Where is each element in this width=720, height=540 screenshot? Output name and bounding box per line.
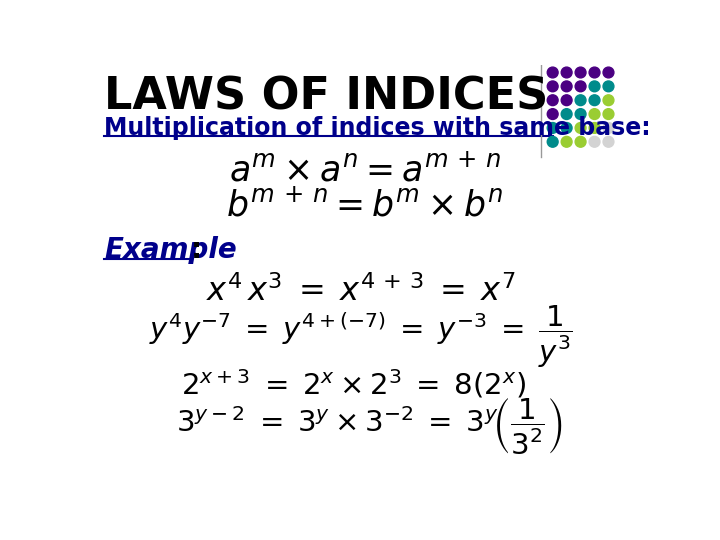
Circle shape	[589, 67, 600, 78]
Text: $3^{y-2}\;=\;3^y \times 3^{-2}\;=\;3^y\!\left(\dfrac{1}{3^2}\right)$: $3^{y-2}\;=\;3^y \times 3^{-2}\;=\;3^y\!…	[176, 397, 562, 457]
Circle shape	[547, 123, 558, 133]
Circle shape	[603, 67, 614, 78]
Circle shape	[547, 95, 558, 106]
Circle shape	[575, 109, 586, 119]
Circle shape	[547, 109, 558, 119]
Circle shape	[561, 137, 572, 147]
Circle shape	[575, 67, 586, 78]
Circle shape	[561, 81, 572, 92]
Text: Example: Example	[104, 235, 237, 264]
Circle shape	[575, 81, 586, 92]
Circle shape	[603, 95, 614, 106]
Circle shape	[603, 81, 614, 92]
Circle shape	[603, 137, 614, 147]
Circle shape	[589, 109, 600, 119]
Text: $a^m \times a^n = a^{m\,+\,n}$: $a^m \times a^n = a^{m\,+\,n}$	[229, 154, 501, 188]
Circle shape	[603, 109, 614, 119]
Circle shape	[589, 95, 600, 106]
Text: $b^{m\,+\,n} = b^m \times b^n$: $b^{m\,+\,n} = b^m \times b^n$	[226, 188, 504, 223]
Text: Multiplication of indices with same base:: Multiplication of indices with same base…	[104, 116, 651, 140]
Circle shape	[561, 109, 572, 119]
Circle shape	[589, 81, 600, 92]
Circle shape	[561, 123, 572, 133]
Circle shape	[589, 123, 600, 133]
Circle shape	[603, 123, 614, 133]
Circle shape	[575, 95, 586, 106]
Text: $x^4\,x^3\;=\;x^{4\,+\,3}\;=\;x^7$: $x^4\,x^3\;=\;x^{4\,+\,3}\;=\;x^7$	[207, 275, 516, 308]
Circle shape	[589, 137, 600, 147]
Circle shape	[547, 137, 558, 147]
Text: :: :	[191, 235, 202, 264]
Circle shape	[575, 123, 586, 133]
Circle shape	[561, 95, 572, 106]
Text: $2^{x+3}\;=\;2^x \times 2^3\;=\;8(2^x)$: $2^{x+3}\;=\;2^x \times 2^3\;=\;8(2^x)$	[181, 368, 526, 401]
Circle shape	[547, 67, 558, 78]
Circle shape	[575, 137, 586, 147]
Circle shape	[561, 67, 572, 78]
Text: $y^4 y^{-7}\;=\;y^{4+(-7)}\;=\;y^{-3}\;=\;\dfrac{1}{y^3}$: $y^4 y^{-7}\;=\;y^{4+(-7)}\;=\;y^{-3}\;=…	[149, 303, 573, 369]
Text: LAWS OF INDICES: LAWS OF INDICES	[104, 76, 548, 119]
Circle shape	[547, 81, 558, 92]
